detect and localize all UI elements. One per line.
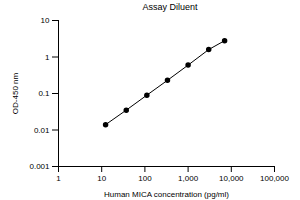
svg-text:10: 10 <box>41 16 50 25</box>
svg-text:1: 1 <box>45 53 50 62</box>
svg-text:1,000: 1,000 <box>178 174 199 183</box>
svg-text:0.1: 0.1 <box>38 89 50 98</box>
svg-text:0.01: 0.01 <box>34 126 50 135</box>
svg-text:10: 10 <box>97 174 106 183</box>
svg-text:1: 1 <box>56 174 61 183</box>
svg-text:OD-450 nm: OD-450 nm <box>11 72 20 114</box>
svg-text:0.001: 0.001 <box>29 162 50 171</box>
svg-text:100,000: 100,000 <box>260 174 289 183</box>
svg-text:Human MICA concentration (pg/m: Human MICA concentration (pg/ml) <box>104 190 229 199</box>
svg-text:100: 100 <box>138 174 152 183</box>
svg-text:10,000: 10,000 <box>219 174 244 183</box>
html-text:Assay Diluent: Assay Diluent <box>142 2 198 12</box>
